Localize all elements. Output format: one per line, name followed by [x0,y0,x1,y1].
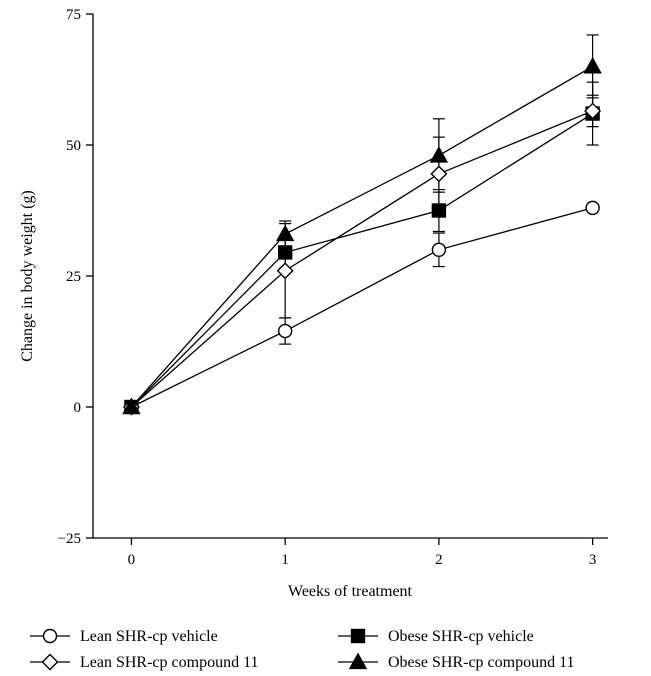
y-tick-label: 50 [66,138,81,154]
y-axis-label: Change in body weight (g) [19,190,36,362]
series-lines [130,65,593,408]
data-point [431,242,447,258]
x-tick-label: 3 [589,552,597,568]
data-point [122,397,141,415]
legend-label: Lean SHR-cp vehicle [80,628,218,645]
y-tick-label: 25 [66,269,81,285]
data-point [277,245,293,260]
data-point [584,102,602,120]
error-bars [279,34,599,345]
x-tick-label: 0 [128,552,136,568]
axes [92,14,608,539]
series-line-4 [130,65,593,408]
series-line-2 [130,113,593,408]
legend-label: Obese SHR-cp vehicle [388,628,534,645]
data-point [276,262,294,280]
series-markers [122,56,602,416]
legend-item: Obese SHR-cp compound 11 [338,652,575,671]
series-line-1 [131,207,593,408]
data-point [430,165,448,183]
y-tick-label: 75 [66,7,81,23]
data-point [583,56,602,74]
data-point [277,323,293,339]
data-point [431,203,447,218]
x-axis-label: Weeks of treatment [288,583,413,600]
legend: Lean SHR-cp vehicle Obese SHR-cp vehicle L… [30,628,575,671]
series-line-3 [131,110,593,408]
legend-item: Lean SHR-cp compound 11 [30,653,258,671]
y-tick-label: −25 [58,531,81,547]
x-tick-label: 2 [435,552,443,568]
legend-item: Lean SHR-cp vehicle [30,628,218,645]
data-point [585,200,600,216]
legend-item: Obese SHR-cp vehicle [338,628,534,645]
series-layer [122,34,602,416]
legend-label: Obese SHR-cp compound 11 [388,654,575,671]
legend-marker [42,628,58,644]
legend-marker [350,628,366,644]
y-tick-label: 0 [74,400,82,416]
x-ticks: 0 1 2 3 [128,538,597,568]
y-ticks: 75 50 25 0 −25 [58,7,93,547]
data-point [429,146,449,163]
legend-marker [41,653,59,671]
legend-label: Lean SHR-cp compound 11 [80,654,258,671]
data-point [275,224,295,242]
x-tick-label: 1 [281,552,289,568]
legend-marker [348,652,368,670]
